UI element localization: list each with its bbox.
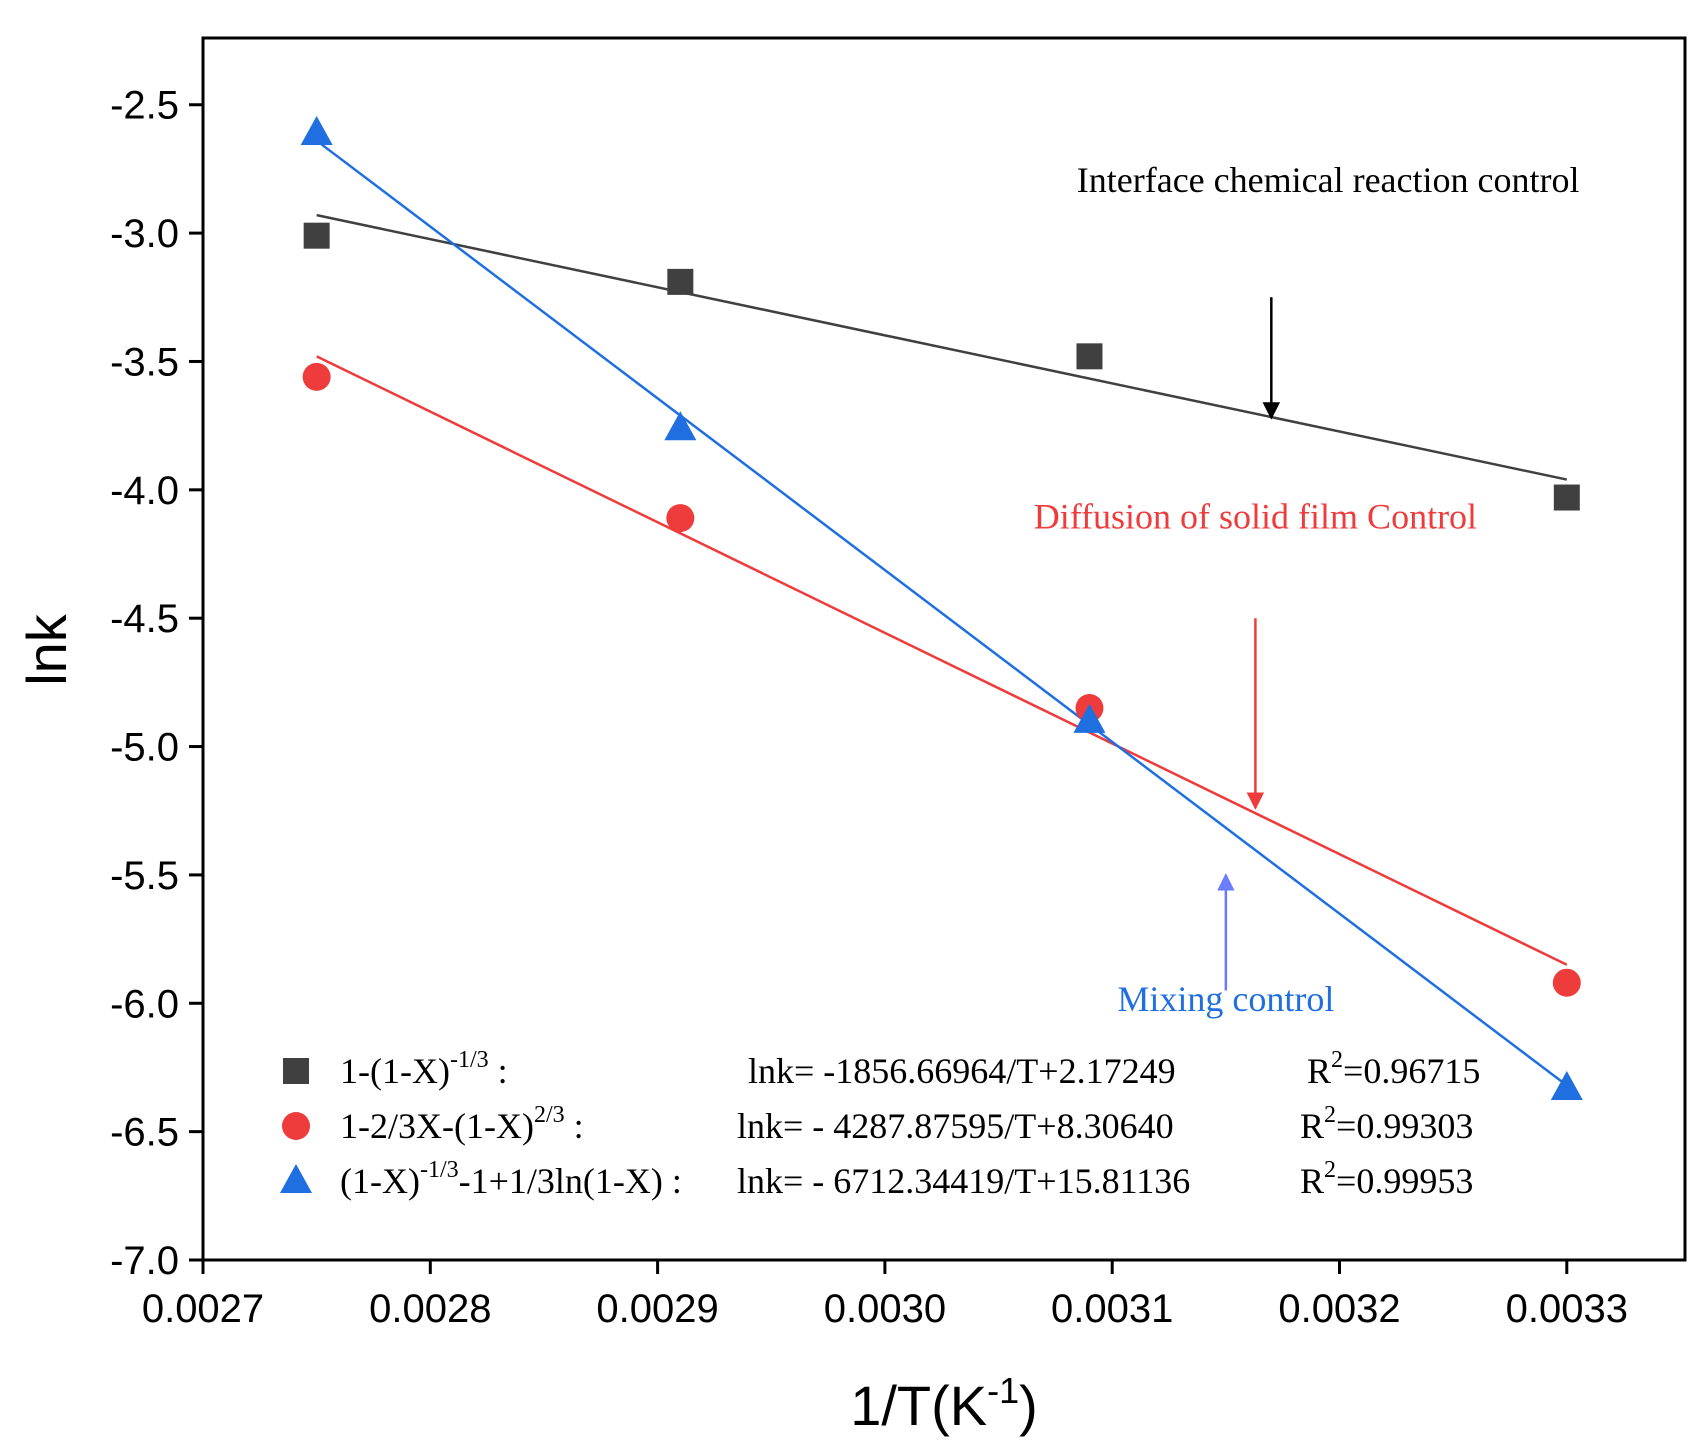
y-tick-label: -2.5 <box>110 84 179 128</box>
y-tick-label: -7.0 <box>110 1239 179 1283</box>
legend-r2-series-3: R2=0.99953 <box>1300 1157 1473 1201</box>
x-tick-label: 0.0027 <box>142 1287 264 1331</box>
legend-equation-series-1: lnk= -1856.66964/T+2.17249 <box>748 1051 1176 1091</box>
legend-equation-series-2: lnk= - 4287.87595/T+8.30640 <box>737 1106 1174 1146</box>
y-axis-title: lnk <box>15 613 78 686</box>
fit-line-series-3 <box>315 139 1568 1087</box>
fit-lines <box>315 139 1568 1087</box>
y-tick-label: -3.5 <box>110 340 179 384</box>
y-tick-label: -5.0 <box>110 726 179 770</box>
annotation-label-2: Diffusion of solid film Control <box>1034 496 1477 536</box>
data-point-series-1 <box>1553 484 1580 511</box>
data-point-series-1 <box>303 222 330 249</box>
legend-marker-series-1 <box>283 1058 309 1084</box>
data-point-series-2 <box>1552 968 1581 997</box>
legend-label-series-3: (1-X)-1/3-1+1/3ln(1-X) : <box>340 1157 682 1201</box>
data-point-series-3 <box>1550 1070 1583 1100</box>
annotations: Interface chemical reaction control Diffu… <box>1034 160 1580 1019</box>
annotation-label-1: Interface chemical reaction control <box>1077 160 1580 200</box>
data-point-series-3 <box>300 115 333 145</box>
y-tick-label: -4.0 <box>110 469 179 513</box>
y-tick-label: -3.0 <box>110 212 179 256</box>
data-point-series-3 <box>664 411 697 441</box>
fit-line-series-2 <box>316 355 1568 966</box>
y-tick-label: -6.0 <box>110 982 179 1026</box>
legend-r2-series-1: R2=0.96715 <box>1307 1047 1480 1091</box>
fit-line-series-1 <box>316 213 1568 481</box>
legend-label-series-1: 1-(1-X)-1/3 : <box>340 1047 508 1091</box>
x-axis-ticks: 0.0027 0.0028 0.0029 0.0030 0.0031 0.0032 0.00… <box>142 1260 1628 1331</box>
data-point-series-2 <box>302 362 331 391</box>
y-tick-label: -4.5 <box>110 597 179 641</box>
y-tick-label: -5.5 <box>110 854 179 898</box>
legend-marker-series-2 <box>282 1112 310 1140</box>
data-point-series-2 <box>666 504 695 533</box>
data-point-series-3 <box>1073 703 1106 733</box>
x-tick-label: 0.0029 <box>596 1287 718 1331</box>
x-tick-label: 0.0028 <box>369 1287 491 1331</box>
x-tick-label: 0.0031 <box>1051 1287 1173 1331</box>
legend-marker-series-3 <box>280 1164 312 1193</box>
y-axis-ticks: -2.5 -3.0 -3.5 -4.0 -4.5 -5.0 -5.5 -6.0 -6.5 -7.0 <box>110 84 203 1283</box>
x-tick-label: 0.0030 <box>824 1287 946 1331</box>
x-axis-title: 1/T(K-1) <box>850 1370 1038 1437</box>
x-tick-label: 0.0033 <box>1506 1287 1628 1331</box>
data-point-series-1 <box>667 268 694 295</box>
legend-equation-series-3: lnk= - 6712.34419/T+15.81136 <box>737 1161 1190 1201</box>
plot-frame <box>201 36 1687 1262</box>
legend-label-series-2: 1-2/3X-(1-X)2/3 : <box>340 1102 584 1146</box>
x-tick-label: 0.0032 <box>1278 1287 1400 1331</box>
legend: 1-(1-X)-1/3 : lnk= -1856.66964/T+2.17249 R… <box>280 1047 1480 1201</box>
legend-r2-series-2: R2=0.99303 <box>1300 1102 1473 1146</box>
data-point-series-1 <box>1076 343 1103 370</box>
y-tick-label: -6.5 <box>110 1111 179 1155</box>
data-points <box>300 115 1583 1100</box>
